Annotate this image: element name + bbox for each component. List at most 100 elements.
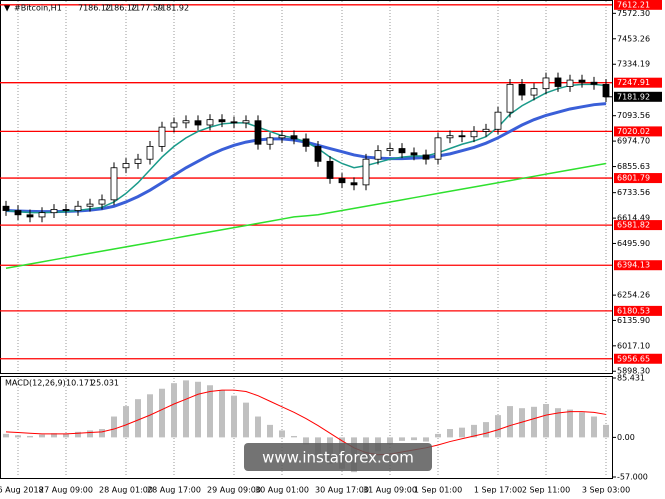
x-tick-label: 27 Aug 09:00 <box>39 486 93 495</box>
y-tick-label: 6135.90 <box>617 316 650 325</box>
candle-body <box>158 126 166 147</box>
level-label-box <box>614 173 662 184</box>
header-value: 7181.92 <box>156 4 189 13</box>
watermark-box <box>244 443 432 471</box>
macd-bar <box>399 437 405 441</box>
x-tick-label: 28 Aug 17:00 <box>147 486 201 495</box>
y-tick-label: 5898.30 <box>617 367 650 376</box>
candle-body <box>98 199 106 205</box>
candle-body <box>470 131 478 138</box>
candle-body <box>314 145 322 162</box>
macd-bar <box>231 395 237 438</box>
x-tick-label: 2 Sep 11:00 <box>522 486 570 495</box>
macd-bar <box>447 429 453 438</box>
candle-body <box>86 203 94 207</box>
x-tick-label: 1 Sep 01:00 <box>414 486 462 495</box>
candle-body <box>554 77 562 87</box>
candle-body <box>74 205 82 211</box>
candle-body <box>146 145 154 160</box>
y-tick-label: 6733.56 <box>617 188 650 197</box>
macd-bar <box>471 424 477 438</box>
candle-body <box>134 158 142 164</box>
candle-body <box>122 163 130 169</box>
y-tick-label: 7093.56 <box>617 111 650 120</box>
macd-bar <box>219 390 225 438</box>
y-tick-label: 6017.10 <box>617 341 650 350</box>
candle-body <box>182 120 190 124</box>
watermark: www.instaforex.com <box>262 449 414 467</box>
level-label: 6180.53 <box>617 306 650 315</box>
candle-body <box>26 214 34 218</box>
x-tick-label: 3 Sep 03:00 <box>582 486 630 495</box>
level-label: 7612.21 <box>617 0 650 9</box>
macd-bar <box>567 409 573 438</box>
level-label-box <box>614 0 662 10</box>
macd-bar <box>603 424 609 438</box>
macd-bar <box>171 383 177 438</box>
y-tick-label: 6855.63 <box>617 162 650 171</box>
macd-bar <box>87 430 93 438</box>
candle-body <box>566 79 574 87</box>
line <box>5 389 607 456</box>
candle-body <box>278 135 286 139</box>
candle-body <box>590 81 598 85</box>
macd-bar <box>579 412 585 438</box>
candle-body <box>494 111 502 130</box>
header-value: 7186.12 <box>78 4 111 13</box>
chart-title: #Bitcoin,H1 <box>14 4 62 13</box>
level-label: 5956.65 <box>617 354 650 363</box>
candle-body <box>230 121 238 124</box>
candle-body <box>434 137 442 160</box>
candle-body <box>602 83 610 98</box>
macd-bar <box>39 434 45 438</box>
collapse-arrow[interactable]: ▼ <box>4 4 11 13</box>
macd-bar <box>3 433 9 438</box>
macd-bar <box>147 394 153 438</box>
macd-bar <box>255 416 261 438</box>
last-price-box <box>614 91 662 102</box>
y-tick-label: 7453.26 <box>617 34 650 43</box>
candle-body <box>62 209 70 211</box>
last-price-label: 7181.92 <box>617 92 650 101</box>
x-tick-label: 31 Aug 09:00 <box>363 486 417 495</box>
level-label: 6801.79 <box>617 174 650 183</box>
macd-bar <box>459 427 465 438</box>
macd-value: 25.031 <box>91 379 119 388</box>
macd-bar <box>207 385 213 438</box>
macd-bar <box>15 435 21 438</box>
macd-bar <box>423 437 429 442</box>
y-tick-label: 6614.49 <box>617 214 650 223</box>
macd-y-tick-label: 85.431 <box>617 374 645 383</box>
y-tick-label: 7572.30 <box>617 9 650 18</box>
macd-bar <box>243 402 249 438</box>
candle-body <box>386 148 394 152</box>
macd-bar <box>519 408 525 438</box>
candle-body <box>446 135 454 139</box>
main-panel <box>0 0 613 374</box>
macd-bar <box>195 381 201 438</box>
candle-body <box>266 137 274 145</box>
macd-bar <box>63 433 69 438</box>
macd-bar <box>279 430 285 438</box>
header-value: 7177.59 <box>130 4 163 13</box>
x-tick-label: 30 Aug 17:00 <box>315 486 369 495</box>
macd-y-tick-label: 0.00 <box>617 433 635 442</box>
x-tick-label: 30 Aug 01:00 <box>255 486 309 495</box>
x-tick-label: 29 Aug 09:00 <box>207 486 261 495</box>
macd-bar <box>111 416 117 438</box>
candle-body <box>302 138 310 147</box>
x-tick-label: 26 Aug 2018 <box>0 486 44 495</box>
candle-body <box>38 212 46 218</box>
candle-body <box>350 182 358 186</box>
candle-body <box>518 83 526 96</box>
candle-body <box>242 120 250 124</box>
macd-bar <box>507 406 513 438</box>
level-label-box <box>614 77 662 88</box>
macd-bar <box>495 415 501 438</box>
candle-body <box>2 205 10 211</box>
level-label-box <box>614 305 662 316</box>
macd-bar <box>123 406 129 438</box>
candle-body <box>410 152 418 156</box>
y-tick-label: 7334.19 <box>617 60 650 69</box>
candle-body <box>578 79 586 83</box>
